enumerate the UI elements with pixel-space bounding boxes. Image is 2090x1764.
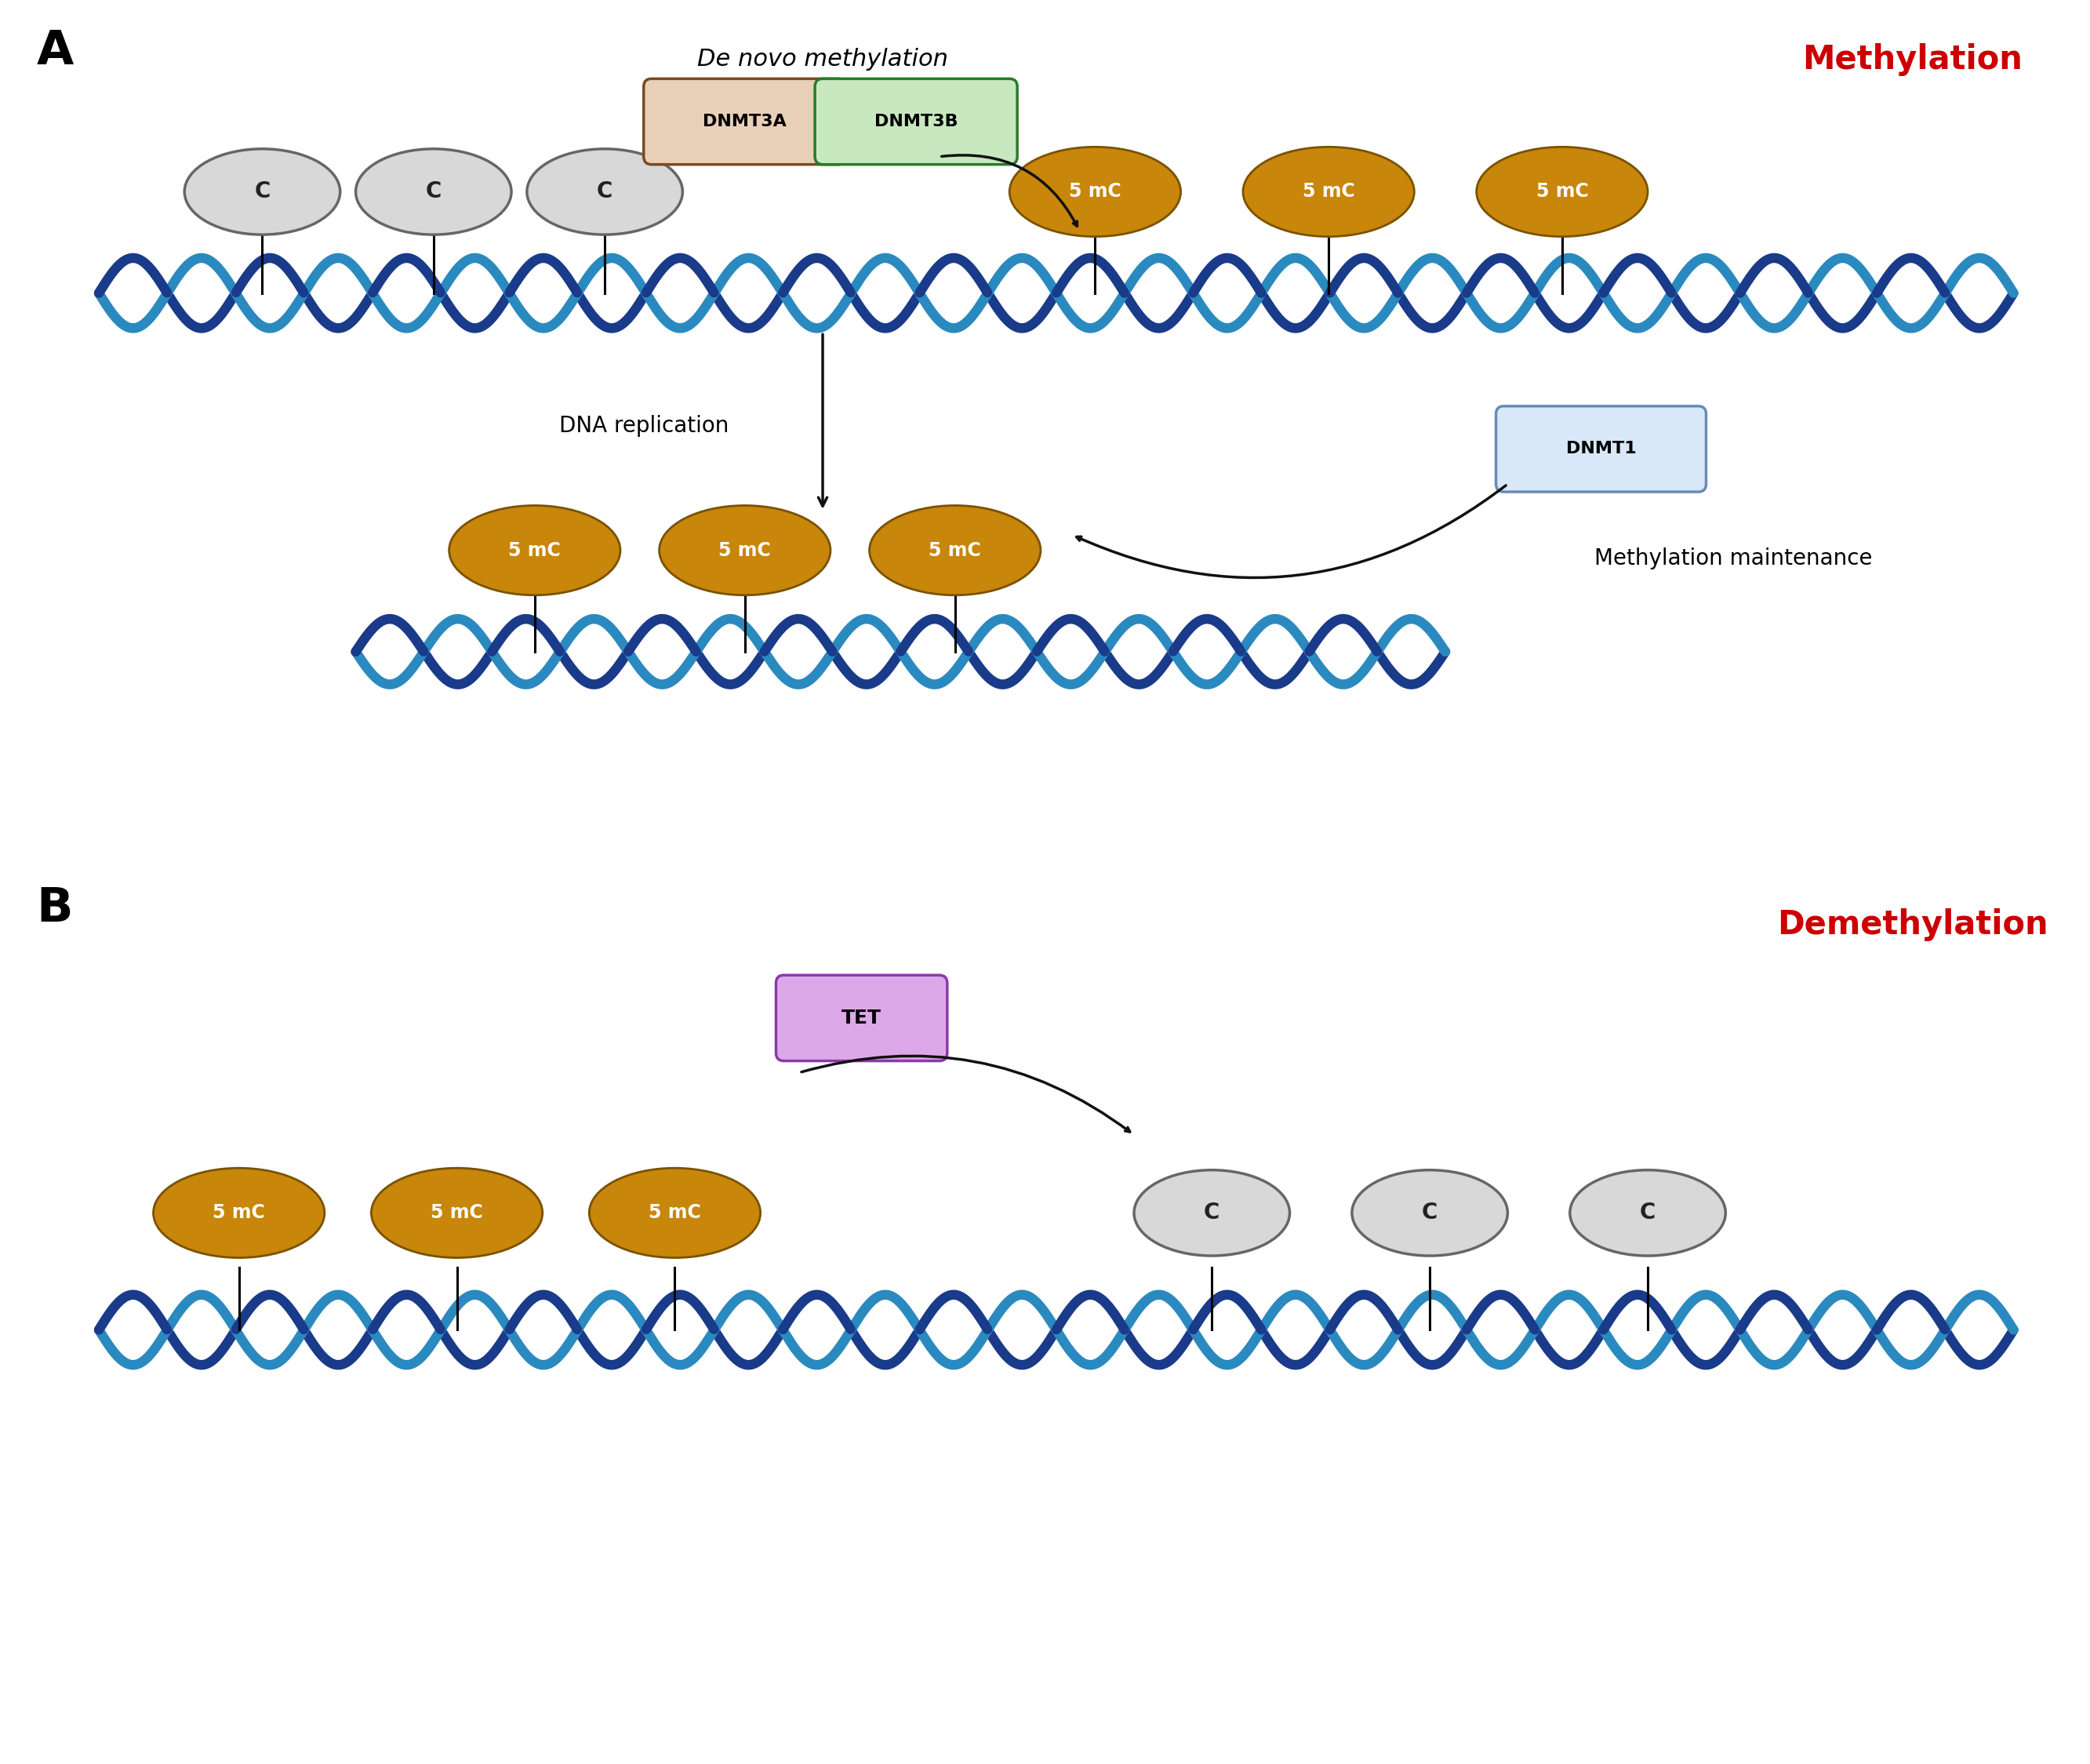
Text: 5 mC: 5 mC [928, 542, 980, 559]
Text: A: A [38, 28, 73, 74]
Text: Methylation: Methylation [1802, 42, 2023, 76]
Ellipse shape [153, 1168, 324, 1258]
Ellipse shape [449, 506, 621, 594]
Ellipse shape [1570, 1170, 1726, 1256]
Text: B: B [38, 886, 73, 931]
Text: 5 mC: 5 mC [508, 542, 560, 559]
FancyBboxPatch shape [775, 975, 947, 1060]
FancyBboxPatch shape [644, 79, 846, 164]
FancyBboxPatch shape [1496, 406, 1705, 492]
Ellipse shape [1135, 1170, 1290, 1256]
Ellipse shape [869, 506, 1041, 594]
Text: De novo methylation: De novo methylation [698, 48, 949, 71]
Text: C: C [426, 180, 441, 203]
Text: Demethylation: Demethylation [1776, 908, 2048, 940]
Ellipse shape [658, 506, 830, 594]
Text: C: C [1204, 1201, 1221, 1224]
Text: DNMT3A: DNMT3A [702, 113, 786, 129]
Ellipse shape [1476, 146, 1647, 236]
Text: 5 mC: 5 mC [213, 1203, 265, 1222]
Text: C: C [1641, 1201, 1655, 1224]
Text: 5 mC: 5 mC [431, 1203, 483, 1222]
Text: 5 mC: 5 mC [719, 542, 771, 559]
Ellipse shape [1009, 146, 1181, 236]
Text: TET: TET [842, 1009, 882, 1027]
Text: Methylation maintenance: Methylation maintenance [1595, 547, 1873, 570]
Text: DNMT3B: DNMT3B [874, 113, 957, 129]
Text: 5 mC: 5 mC [1536, 182, 1588, 201]
Text: C: C [255, 180, 270, 203]
Ellipse shape [1352, 1170, 1507, 1256]
Ellipse shape [589, 1168, 761, 1258]
Ellipse shape [372, 1168, 543, 1258]
Text: DNMT1: DNMT1 [1565, 441, 1636, 457]
Text: C: C [1421, 1201, 1438, 1224]
Ellipse shape [527, 148, 683, 235]
Text: 5 mC: 5 mC [648, 1203, 700, 1222]
Ellipse shape [184, 148, 341, 235]
Ellipse shape [355, 148, 512, 235]
Text: 5 mC: 5 mC [1068, 182, 1122, 201]
Text: DNA replication: DNA replication [558, 415, 729, 436]
Text: C: C [598, 180, 612, 203]
Text: 5 mC: 5 mC [1302, 182, 1354, 201]
FancyBboxPatch shape [815, 79, 1018, 164]
Ellipse shape [1244, 146, 1415, 236]
